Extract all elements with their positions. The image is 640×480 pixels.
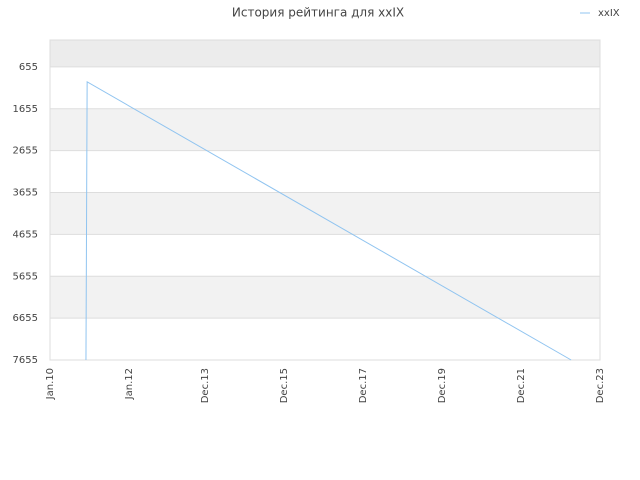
x-tick-label: Jan.12 xyxy=(124,368,135,400)
x-tick-label: Dec.13 xyxy=(200,368,211,403)
y-tick-label: 655 xyxy=(19,62,38,73)
x-tick-label: Dec.21 xyxy=(516,368,527,403)
grid-band xyxy=(50,150,600,193)
y-tick-label: 1655 xyxy=(13,104,38,115)
grid-band xyxy=(50,234,600,277)
grid-band xyxy=(50,318,600,360)
x-tick-label: Dec.23 xyxy=(595,368,606,403)
series-line xyxy=(85,81,572,361)
y-tick-label: 7655 xyxy=(13,355,38,366)
legend-label: xxIX xyxy=(598,8,620,19)
x-tick-label: Dec.15 xyxy=(279,368,290,403)
grid-band xyxy=(50,66,600,109)
x-tick-label: Dec.17 xyxy=(358,368,369,403)
y-tick-label: 5655 xyxy=(13,271,38,282)
grid-band xyxy=(50,192,600,235)
y-tick-label: 3655 xyxy=(13,188,38,199)
x-tick-label: Dec.19 xyxy=(437,368,448,403)
y-tick-label: 6655 xyxy=(13,313,38,324)
x-tick-label: Jan.10 xyxy=(45,368,56,400)
grid-band xyxy=(50,40,600,67)
grid-band xyxy=(50,108,600,151)
chart-title: История рейтинга для xxIX xyxy=(232,6,404,20)
y-tick-label: 2655 xyxy=(13,146,38,157)
plot-border xyxy=(49,39,601,361)
grid-band xyxy=(50,276,600,319)
y-tick-label: 4655 xyxy=(13,229,38,240)
